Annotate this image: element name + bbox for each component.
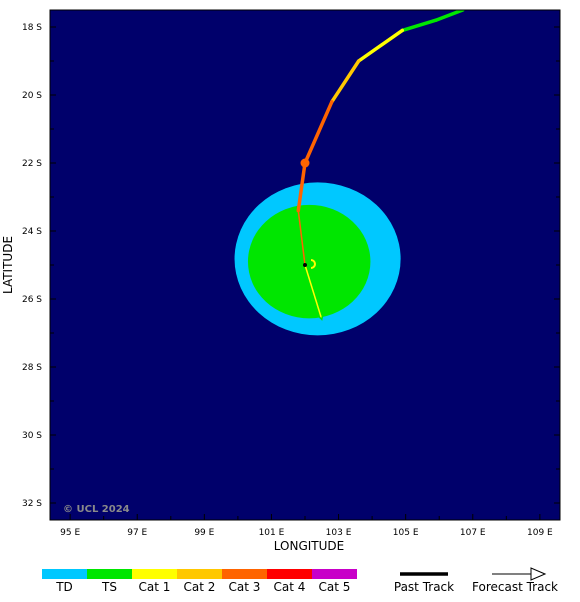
y-tick-label: 28 S [22, 363, 42, 373]
legend-swatch-cat3 [222, 569, 267, 579]
x-tick-label: 103 E [326, 528, 352, 538]
past-track-segment [400, 18, 438, 33]
y-tick-label: 32 S [22, 499, 42, 509]
forecast-track-segment [297, 210, 306, 266]
x-tick-label: 95 E [60, 528, 80, 538]
legend: TD TS Cat 1 Cat 2 Cat 3 Cat 4 Cat 5 [42, 569, 357, 594]
x-tick-label: 97 E [127, 528, 147, 538]
legend-swatch-td [42, 569, 87, 579]
legend-swatch-cat5 [312, 569, 357, 579]
y-tick-label: 30 S [22, 431, 42, 441]
legend-label-cat1: Cat 1 [139, 580, 171, 594]
x-tick-label: 109 E [527, 528, 553, 538]
legend-label-td: TD [55, 580, 73, 594]
y-tick-label: 20 S [22, 91, 42, 101]
past-track-label: Past Track [394, 580, 454, 594]
forecast-track-label: Forecast Track [472, 580, 558, 594]
legend-swatch-cat1 [132, 569, 177, 579]
x-tick-label: 99 E [194, 528, 214, 538]
past-track-segment [434, 10, 465, 22]
y-tick-label: 22 S [22, 159, 42, 169]
y-tick-label: 24 S [22, 227, 42, 237]
copyright-text: © UCL 2024 [63, 504, 130, 515]
current-position-marker [300, 158, 310, 168]
past-track-segment [303, 100, 334, 165]
past-track-segment [356, 28, 405, 63]
legend-label-ts: TS [101, 580, 117, 594]
past-track-segment [296, 161, 307, 213]
legend-swatch-cat2 [177, 569, 222, 579]
past-track-legend: Past Track [394, 572, 454, 594]
forecast-point-marker [310, 259, 316, 269]
forecast-track-arrowhead-mark [313, 308, 325, 321]
legend-label-cat5: Cat 5 [319, 580, 351, 594]
x-tick-label: 107 E [460, 528, 486, 538]
ts-wind-field [247, 204, 371, 319]
x-tick-label: 101 E [259, 528, 285, 538]
wind-fields [234, 182, 401, 336]
past-track-segment [330, 59, 361, 104]
track-layer [296, 10, 465, 321]
legend-label-cat4: Cat 4 [274, 580, 306, 594]
y-axis-title: LATITUDE [1, 236, 15, 294]
y-tick-label: 18 S [22, 23, 42, 33]
legend-swatch-ts [87, 569, 132, 579]
y-tick-label: 26 S [22, 295, 42, 305]
x-tick-label: 105 E [393, 528, 419, 538]
axes: 95 E 97 E 99 E 101 E 103 E 105 E 107 E 109 E 18 … [22, 23, 560, 538]
forecast-track-legend: Forecast Track [472, 567, 558, 594]
forecast-track-arrowhead [530, 567, 547, 581]
x-axis-title: LONGITUDE [274, 539, 344, 553]
legend-swatch-cat4 [267, 569, 312, 579]
forecast-point-marker [303, 263, 307, 267]
forecast-track-segment [304, 264, 323, 320]
legend-label-cat3: Cat 3 [229, 580, 261, 594]
legend-label-cat2: Cat 2 [184, 580, 216, 594]
